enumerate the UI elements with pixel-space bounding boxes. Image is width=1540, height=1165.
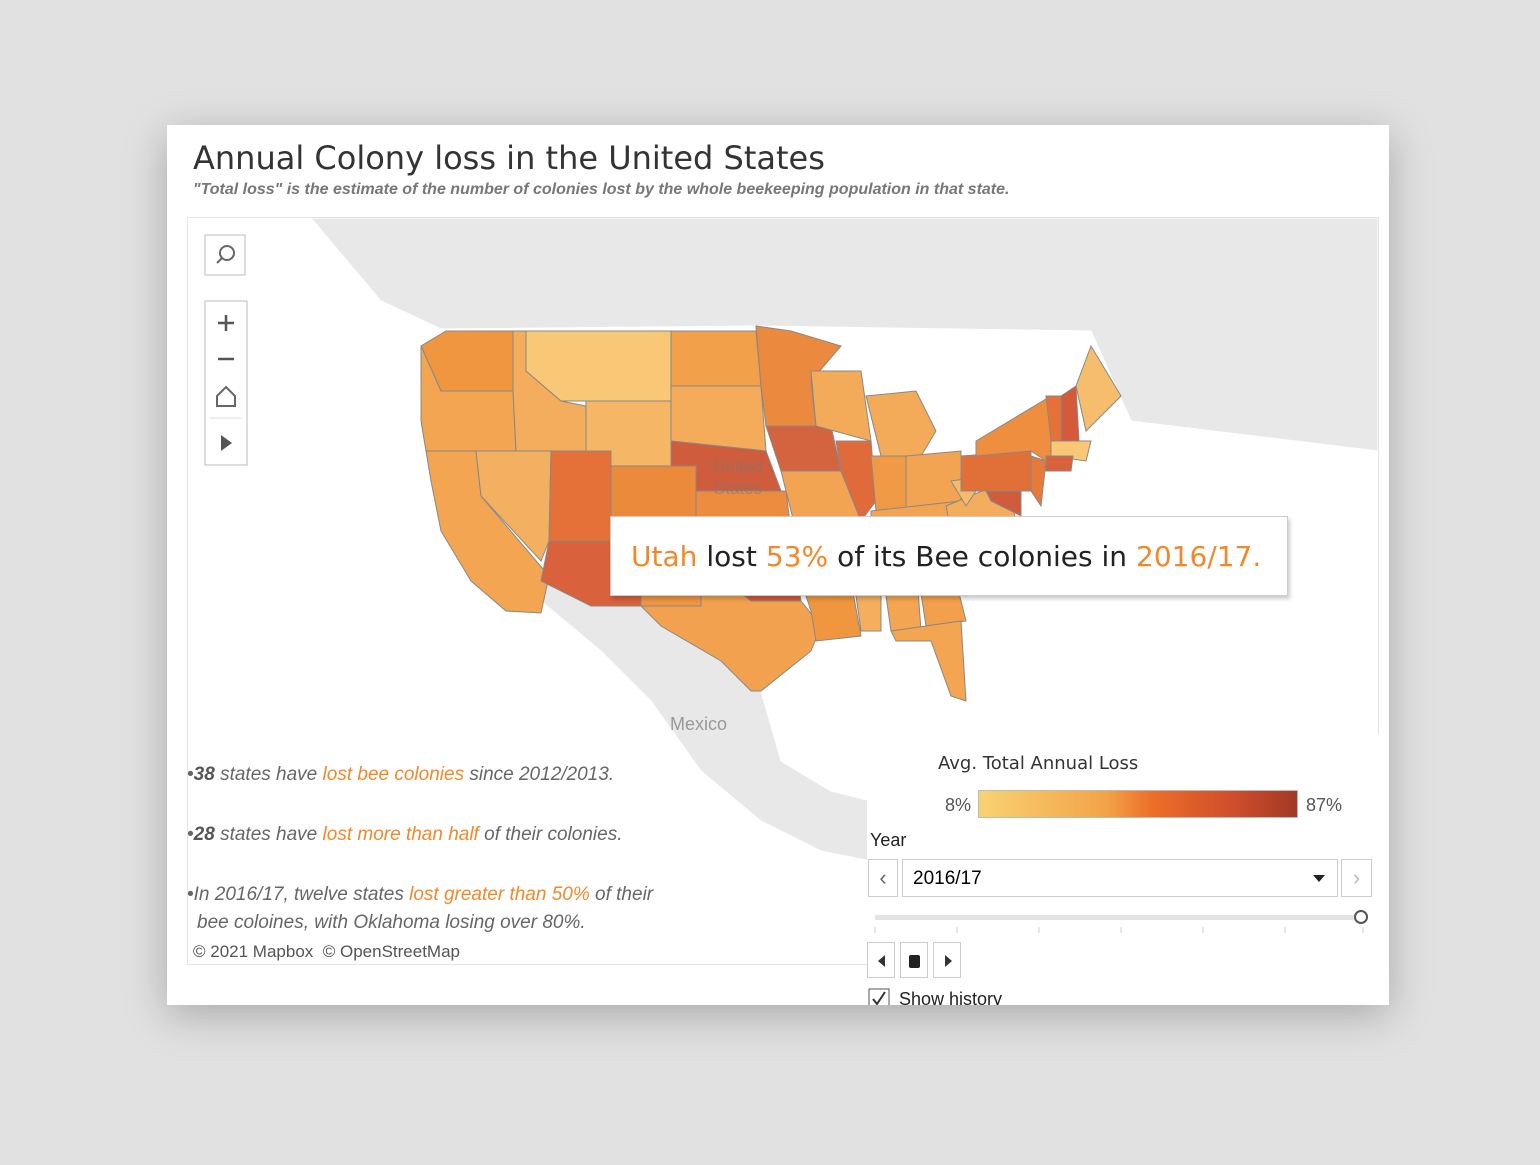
note-text: lost greater than 50% <box>409 884 590 905</box>
attribution: © 2021 Mapbox <box>193 942 314 961</box>
state[interactable] <box>639 559 822 692</box>
state[interactable] <box>670 385 767 452</box>
tooltip: Utah lost 53% of its Bee colonies in 2016/17… <box>610 516 1288 596</box>
state[interactable] <box>1045 455 1074 472</box>
states <box>420 325 1122 702</box>
note: •In 2016/17, twelve states lost greater … <box>187 881 667 937</box>
map-toolbar[interactable] <box>204 300 248 468</box>
legend-title: Avg. Total Annual Loss <box>938 753 1139 774</box>
notes: •38 states have lost bee colonies since … <box>187 761 667 969</box>
note: •38 states have lost bee colonies since … <box>187 761 667 789</box>
note-text: lost more than half <box>322 824 479 845</box>
note-text: • <box>187 884 194 905</box>
state[interactable] <box>865 390 937 457</box>
year-slider[interactable] <box>867 907 1377 937</box>
state[interactable] <box>548 450 612 542</box>
attribution: © OpenStreetMap <box>322 942 460 961</box>
state[interactable] <box>870 455 907 512</box>
canada <box>310 218 1378 452</box>
state[interactable] <box>890 620 967 702</box>
state[interactable] <box>670 330 762 387</box>
next-button[interactable]: › <box>1341 859 1372 897</box>
state[interactable] <box>1030 455 1047 508</box>
note-text: states have <box>214 764 323 785</box>
year-dropdown[interactable]: 2016/17 <box>902 859 1338 897</box>
state[interactable] <box>835 440 877 523</box>
tooltip-text: 53% <box>765 539 829 573</box>
subtitle: "Total loss" is the estimate of the numb… <box>193 181 1010 198</box>
state[interactable] <box>1060 385 1080 442</box>
note-text: states have <box>214 824 323 845</box>
note: •28 states have lost more than half of t… <box>187 821 667 849</box>
show-history[interactable]: Show history <box>868 988 1002 1005</box>
tooltip-text: 2016/17. <box>1136 539 1262 573</box>
legend-gradient <box>978 790 1298 818</box>
note-text: • <box>187 824 194 845</box>
tooltip-text: lost <box>706 539 757 573</box>
note-text: lost bee colonies <box>322 764 465 785</box>
prev-button[interactable]: ‹ <box>868 859 898 897</box>
note-text: • <box>187 764 194 785</box>
legend-min: 8% <box>945 795 972 815</box>
state[interactable] <box>1075 344 1122 432</box>
title: Annual Colony loss in the United States <box>193 139 825 177</box>
tooltip-text: of its Bee colonies in <box>837 539 1128 573</box>
state[interactable] <box>960 450 1032 492</box>
note-text: of their colonies. <box>478 824 623 845</box>
country-label: United States <box>713 457 763 498</box>
year-value: 2016/17 <box>913 868 982 889</box>
step-forward[interactable] <box>933 942 961 978</box>
show-history-label: Show history <box>899 988 1003 1006</box>
note-text: since 2012/2013. <box>464 764 615 785</box>
legend-max: 87% <box>1306 795 1343 815</box>
control-panel: Avg. Total Annual Loss 8% 87% Year ‹ 201… <box>867 735 1389 1005</box>
note-text: 38 <box>193 764 215 785</box>
stop[interactable] <box>900 942 928 978</box>
step-back[interactable] <box>867 942 895 978</box>
tooltip-text: Utah <box>631 539 698 573</box>
note-text: 28 <box>193 824 215 845</box>
search-button[interactable] <box>204 234 246 276</box>
note-text: In 2016/17, twelve states <box>193 884 410 905</box>
dashboard: Annual Colony loss in the United States … <box>167 125 1389 1005</box>
year-label: Year <box>870 830 907 850</box>
country-label: Mexico <box>670 714 728 734</box>
note-text: of their bee coloines, with Oklahoma los… <box>197 884 654 933</box>
